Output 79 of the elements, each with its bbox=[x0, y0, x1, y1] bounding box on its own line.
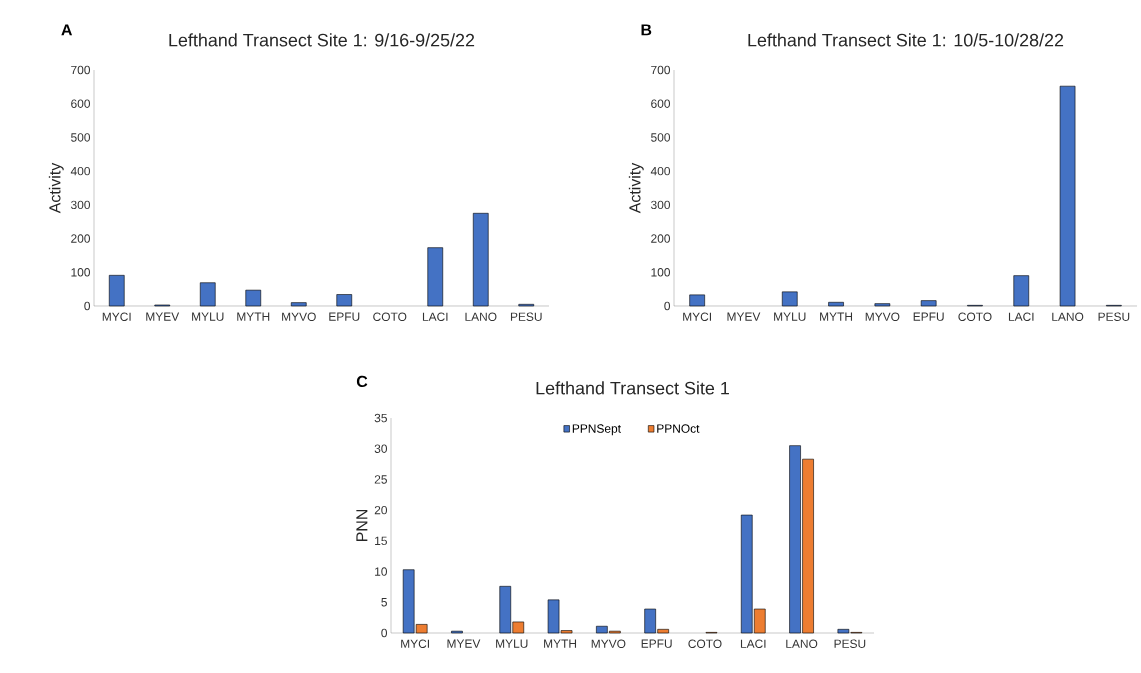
x-tick-label: EPFU bbox=[913, 312, 944, 321]
y-tick-label: 25 bbox=[374, 475, 387, 484]
x-tick-label: LANO bbox=[786, 639, 818, 648]
text: A bbox=[61, 24, 73, 36]
x-tick-label: MYEV bbox=[447, 639, 481, 648]
y-tick-label: 15 bbox=[375, 536, 387, 546]
y-tick-label: 300 bbox=[650, 200, 671, 210]
text: B bbox=[641, 24, 652, 36]
x-tick-label: COTO bbox=[688, 639, 722, 648]
legend-label: PPNOct bbox=[657, 424, 700, 433]
x-tick-label: LANO bbox=[1052, 312, 1084, 321]
y-axis-title: Activity bbox=[628, 162, 644, 214]
x-tick-label: MYCI bbox=[683, 312, 711, 321]
bar bbox=[920, 300, 937, 307]
y-tick-label: 400 bbox=[650, 166, 671, 176]
x-tick-label: PESU bbox=[1098, 312, 1130, 321]
legend-label: PPNSept bbox=[572, 424, 621, 436]
y-tick-label: 500 bbox=[651, 133, 671, 142]
y-tick-label: 5 bbox=[381, 598, 387, 607]
y-tick-label: 35 bbox=[374, 413, 387, 423]
bar bbox=[874, 303, 891, 307]
x-tick-label: LACI bbox=[1008, 312, 1034, 321]
bar bbox=[108, 275, 125, 307]
bar bbox=[290, 302, 307, 307]
y-tick-label: 100 bbox=[71, 268, 91, 277]
x-tick-label: MYTH bbox=[820, 312, 853, 321]
bar bbox=[427, 247, 444, 307]
x-tick-label: MYCI bbox=[102, 312, 131, 321]
y-axis-title: PNN bbox=[356, 509, 368, 542]
x-tick-label: EPFU bbox=[329, 312, 360, 321]
y-tick-label: 20 bbox=[374, 505, 388, 515]
y-tick-label: 500 bbox=[71, 133, 91, 142]
y-tick-label: 700 bbox=[71, 65, 91, 75]
x-tick-label: COTO bbox=[958, 312, 992, 321]
x-tick-label: LACI bbox=[422, 312, 448, 321]
y-tick-label: 30 bbox=[374, 444, 388, 453]
x-tick-label: LANO bbox=[465, 312, 497, 321]
bar bbox=[472, 212, 489, 307]
x-tick-label: MYVO bbox=[282, 312, 316, 321]
y-tick-label: 100 bbox=[651, 268, 671, 277]
bar bbox=[781, 291, 798, 307]
x-tick-label: MYTH bbox=[237, 312, 270, 321]
bar bbox=[828, 301, 844, 307]
x-tick-label: MYLU bbox=[774, 312, 806, 321]
x-tick-label: PESU bbox=[834, 639, 866, 648]
x-tick-label: MYEV bbox=[727, 312, 761, 321]
chart-title: Lefthand Transect Site 1 bbox=[536, 381, 729, 395]
y-tick-label: 400 bbox=[70, 166, 91, 176]
x-tick-label: MYEV bbox=[146, 312, 180, 321]
y-tick-label: 0 bbox=[84, 301, 91, 311]
y-tick-label: 200 bbox=[651, 234, 671, 243]
bar bbox=[336, 294, 353, 307]
bar bbox=[1013, 275, 1030, 307]
x-tick-label: MYVO bbox=[865, 312, 900, 321]
y-tick-label: 10 bbox=[375, 567, 388, 576]
bar bbox=[1059, 85, 1076, 307]
bar bbox=[689, 294, 705, 307]
x-tick-label: LACI bbox=[740, 639, 766, 648]
x-tick-label: MYLU bbox=[192, 312, 224, 321]
y-tick-label: 300 bbox=[70, 200, 91, 210]
y-axis-title: Activity bbox=[48, 162, 64, 214]
x-tick-label: MYVO bbox=[591, 639, 626, 648]
text: C bbox=[356, 375, 368, 388]
x-tick-label: MYLU bbox=[496, 639, 528, 648]
y-tick-label: 0 bbox=[381, 628, 388, 638]
y-tick-label: 200 bbox=[71, 234, 91, 243]
x-tick-label: PESU bbox=[510, 312, 542, 321]
y-tick-label: 0 bbox=[664, 301, 671, 311]
x-tick-label: MYCI bbox=[401, 639, 429, 648]
x-tick-label: EPFU bbox=[641, 639, 672, 648]
x-tick-label: MYTH bbox=[544, 639, 577, 648]
bar bbox=[245, 289, 262, 307]
y-tick-label: 600 bbox=[651, 99, 671, 108]
chart-title: Lefthand Transect Site 1: 10/5-10/28/22 bbox=[748, 33, 1064, 47]
y-tick-label: 700 bbox=[651, 65, 671, 75]
x-tick-label: COTO bbox=[373, 312, 407, 321]
y-tick-label: 600 bbox=[71, 99, 91, 108]
chart-title: Lefthand Transect Site 1: 9/16-9/25/22 bbox=[169, 33, 475, 47]
bar bbox=[199, 282, 216, 307]
